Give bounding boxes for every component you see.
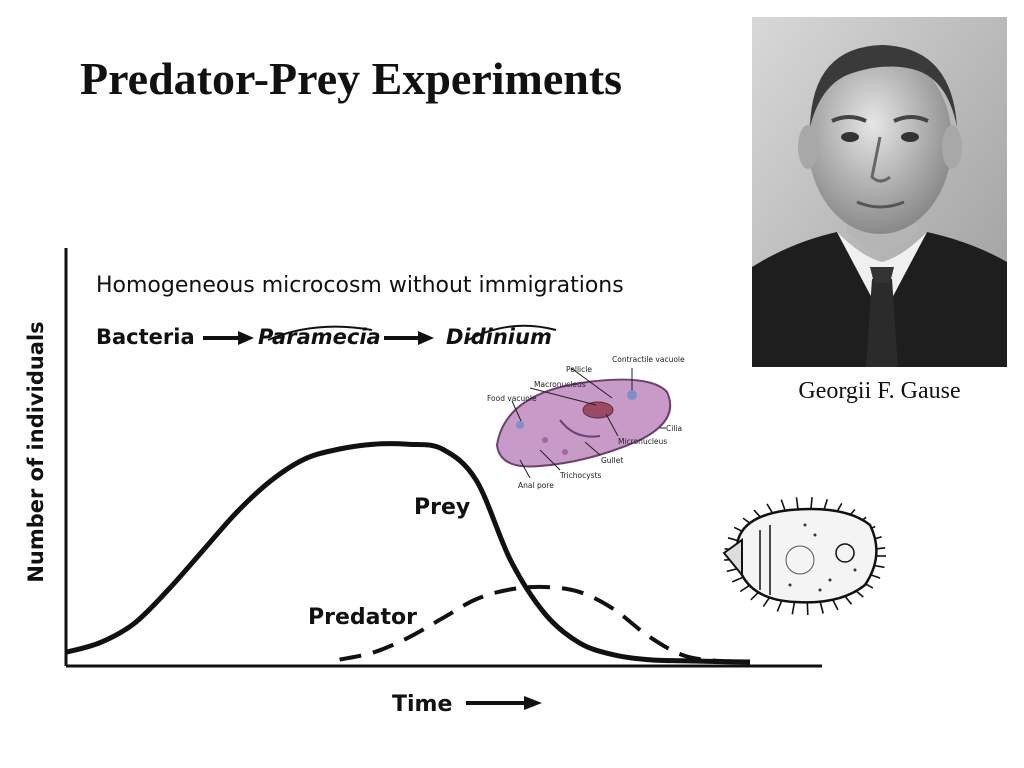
arrow-icon [203, 331, 254, 345]
series-line-prey [65, 441, 751, 665]
strike-mark [467, 324, 557, 341]
label-cilia: Cilia [666, 424, 682, 433]
diagram-heading: Homogeneous microcosm without immigratio… [96, 273, 624, 298]
y-axis-label: Number of individuals [24, 321, 48, 582]
didinium-illustration [722, 497, 886, 616]
cilium-spike [791, 601, 796, 615]
chain-bacteria: Bacteria [96, 325, 195, 349]
label-macronucleus: Macronucleus [534, 380, 586, 389]
arrow-icon [466, 696, 542, 710]
label-gullet: Gullet [601, 456, 623, 465]
slide-title: Predator-Prey Experiments [80, 53, 623, 104]
series-label-prey: Prey [414, 495, 470, 520]
arrow-icon [384, 331, 434, 345]
label-micronucleus: Micronucleus [618, 437, 667, 446]
label-food-vacuole: Food vacuole [487, 394, 537, 403]
paramecium-illustration: Contractile vacuole Pellicle Macronucleu… [486, 350, 685, 490]
series-line-predator [339, 584, 751, 664]
label-anal-pore: Anal pore [518, 481, 554, 490]
label-contractile-vacuole: Contractile vacuole [612, 355, 685, 364]
label-trichocysts: Trichocysts [559, 471, 602, 480]
cilium-spike [795, 497, 799, 511]
gause-portrait [752, 17, 1007, 367]
food-chain: Bacteria Paramecia Didinium [96, 324, 557, 349]
photo-caption: Georgii F. Gause [798, 378, 961, 404]
strike-mark [267, 325, 373, 341]
series-label-predator: Predator [308, 605, 417, 630]
x-axis-label: Time [392, 692, 452, 717]
label-pellicle: Pellicle [566, 365, 592, 374]
cilium-spike [806, 601, 809, 616]
